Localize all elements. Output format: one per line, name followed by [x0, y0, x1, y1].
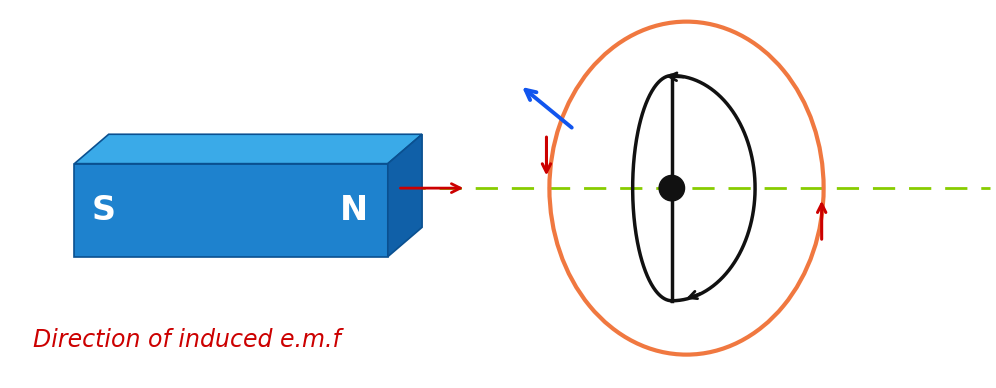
- Polygon shape: [387, 134, 422, 257]
- Circle shape: [659, 175, 684, 201]
- Polygon shape: [75, 164, 387, 257]
- Text: N: N: [340, 194, 368, 227]
- Text: Direction of induced e.m.f: Direction of induced e.m.f: [33, 328, 341, 352]
- Text: S: S: [92, 194, 116, 227]
- Polygon shape: [75, 134, 422, 164]
